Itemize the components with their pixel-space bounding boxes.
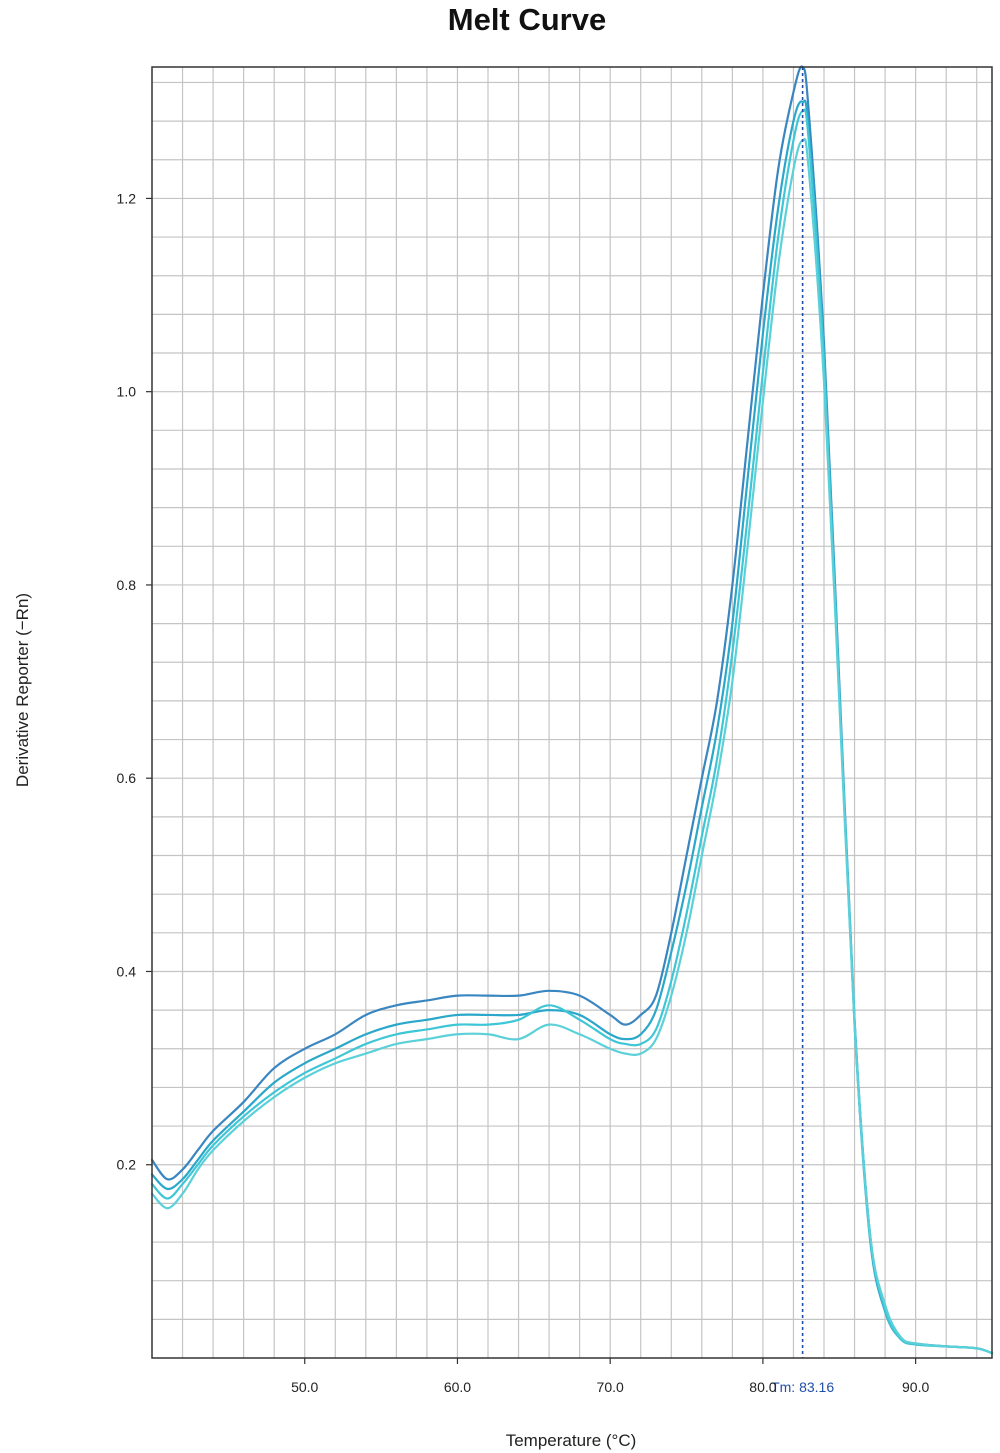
y-tick-label: 1.2	[117, 190, 137, 206]
tm-label: Tm: 83.16	[771, 1379, 834, 1395]
y-tick-label: 0.6	[117, 770, 137, 786]
x-tick-label: 60.0	[444, 1379, 471, 1395]
x-tick-label: 70.0	[597, 1379, 624, 1395]
x-tick-label: 80.0	[749, 1379, 776, 1395]
y-tick-label: 0.2	[117, 1157, 137, 1173]
y-axis-label: Derivative Reporter (−Rn)	[13, 593, 32, 787]
x-axis-ticks: 50.0 60.0 70.0 80.0 90.0	[291, 1358, 929, 1395]
series-line-4	[150, 137, 994, 1355]
grid-layer	[152, 67, 992, 1358]
y-axis-ticks: 0.2 0.4 0.6 0.8 1.0 1.2	[117, 190, 152, 1173]
series-layer	[150, 65, 994, 1355]
x-tick-label: 50.0	[291, 1379, 318, 1395]
y-tick-label: 0.8	[117, 577, 137, 593]
y-tick-label: 1.0	[117, 384, 137, 400]
y-tick-label: 0.4	[117, 963, 137, 979]
chart-title: Melt Curve	[448, 2, 606, 37]
tm-marker-layer: Tm: 83.16	[771, 67, 834, 1395]
plot-area-frame	[151, 66, 993, 1359]
x-axis-label: Temperature (°C)	[506, 1431, 637, 1450]
x-tick-label: 90.0	[902, 1379, 929, 1395]
